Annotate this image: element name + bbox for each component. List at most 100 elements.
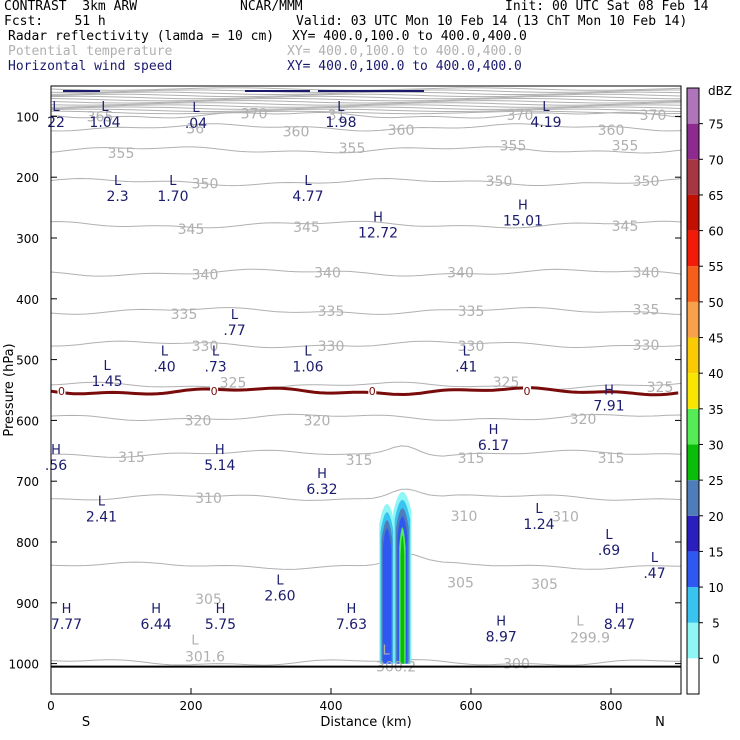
wind-extremum-marker: L — [161, 344, 169, 359]
colorbar-swatch — [687, 551, 699, 588]
isentrope-line-top — [50, 95, 682, 100]
colorbar-swatch — [687, 88, 699, 124]
isentrope-line-top — [50, 108, 682, 112]
zero-contour-label: 0 — [369, 385, 376, 398]
colorbar-label: 65 — [708, 189, 723, 203]
wind-extremum-marker: L — [651, 551, 659, 566]
init-time: Init: 00 UTC Sat 08 Feb 14 — [505, 0, 709, 14]
theta-extremum-value: 299.9 — [570, 630, 610, 646]
isentrope-label: 350 — [192, 176, 219, 192]
isentrope-label: 310 — [552, 509, 579, 525]
colorbar-swatch — [687, 515, 699, 552]
isentrope-label: 305 — [195, 592, 222, 608]
wind-extremum-marker: H — [62, 602, 72, 617]
wind-extremum-value: .73 — [204, 359, 226, 375]
isentrope-line — [50, 413, 682, 422]
isentrope-label: 355 — [108, 146, 135, 162]
colorbar-label: 10 — [708, 581, 723, 595]
wind-extremum-marker: L — [605, 528, 613, 543]
isentrope-label: 335 — [318, 304, 345, 320]
institution-label: NCAR/MMM — [240, 0, 303, 14]
isentrope-label: 300 — [503, 657, 530, 673]
isentrope-line — [50, 381, 682, 390]
x-tick-label: 600 — [460, 699, 483, 713]
isentrope-line-top — [50, 91, 682, 96]
theta-extremum-value: 301.6 — [185, 650, 225, 666]
wind-extremum-value: 2.60 — [264, 589, 295, 605]
wind-extremum-marker: L — [337, 100, 345, 115]
y-tick-label: 700 — [16, 475, 39, 489]
wind-extremum-value: 4.77 — [292, 189, 323, 205]
wind-extremum-value: 6.32 — [306, 482, 337, 498]
isentrope-label: 320 — [185, 413, 212, 429]
isentrope-label: 305 — [447, 576, 474, 592]
wind-extremum-value: 8.47 — [604, 617, 635, 633]
model-title: CONTRAST 3km ARW — [4, 0, 138, 14]
wind-extremum-value: 15.01 — [503, 213, 543, 229]
y-tick-label: 1000 — [8, 658, 39, 672]
colorbar-label: 25 — [708, 474, 723, 488]
zero-contour-label-bg — [523, 385, 531, 397]
plot-area — [51, 86, 681, 694]
colorbar-label: 20 — [708, 510, 723, 524]
isentrope-line-top — [50, 100, 682, 104]
isentrope-label: 360 — [598, 123, 625, 139]
isentrope-label: 345 — [293, 220, 320, 236]
isentrope-label: 305 — [531, 577, 558, 593]
colorbar-label: 0 — [712, 652, 720, 666]
colorbar-label: 5 — [712, 617, 720, 631]
wind-extremum-marker: L — [52, 100, 60, 115]
colorbar-swatch — [687, 301, 699, 338]
wind-extremum-marker: L — [114, 174, 122, 189]
colorbar-label: 75 — [708, 118, 723, 132]
field2-xy: XY= 400.0,100.0 to 400.0,400.0 — [287, 44, 522, 59]
colorbar-label: 30 — [708, 438, 723, 452]
wind-extremum-value: 7.77 — [51, 617, 82, 633]
wind-extremum-marker: H — [317, 467, 327, 482]
wind-extremum-value: .47 — [643, 566, 665, 582]
field3-name: Horizontal wind speed — [8, 59, 173, 74]
wind-extremum-marker: L — [304, 174, 312, 189]
valid-time: Valid: 03 UTC Mon 10 Feb 14 (13 ChT Mon … — [296, 14, 688, 29]
isentrope-label: 360 — [283, 125, 310, 141]
colorbar-label: 15 — [708, 545, 723, 559]
isentrope-label: 325 — [220, 376, 247, 392]
zero-contour-label-bg — [57, 385, 66, 397]
wind-extremum-marker: H — [604, 383, 614, 398]
wind-extremum-marker: L — [535, 502, 543, 517]
isentrope-line-top — [50, 106, 682, 110]
y-tick-label: 100 — [16, 110, 39, 124]
y-tick-label: 800 — [16, 536, 39, 550]
isentrope-label: 350 — [486, 174, 513, 190]
y-tick-label: 600 — [16, 414, 39, 428]
wind-extremum-value: .69 — [598, 543, 620, 559]
wind-extremum-value: 1.45 — [92, 374, 123, 390]
x-tick-label: 0 — [47, 699, 55, 713]
field1-xy: XY= 400.0,100.0 to 400.0,400.0 — [292, 29, 527, 44]
isentrope-label: 355 — [612, 139, 639, 155]
colorbar-swatch — [687, 587, 699, 623]
x-tick-label: 200 — [180, 699, 203, 713]
field1-name: Radar reflectivity (lamda = 10 cm) — [8, 29, 275, 44]
zero-contour-label: 0 — [524, 385, 531, 398]
isentropes — [50, 111, 682, 666]
reflectivity-cells — [379, 491, 412, 664]
isentrope-line — [50, 659, 682, 666]
wind-extremum-value: 7.63 — [336, 617, 367, 633]
wind-extremum-value: .41 — [455, 359, 477, 375]
reflectivity-shade — [400, 535, 405, 664]
isentrope-label: 340 — [314, 266, 341, 282]
isentrope-label: 370 — [241, 106, 268, 122]
isentrope-line-top — [50, 93, 682, 98]
colorbar-swatch — [687, 266, 699, 302]
isentrope-line-top — [50, 102, 682, 106]
isentrope-label: 31 — [328, 108, 346, 124]
north-label: N — [655, 715, 665, 730]
wind-extremum-value: 1.24 — [523, 517, 554, 533]
isentrope-line-top — [50, 104, 682, 108]
wind-extremum-value: 5.75 — [205, 617, 236, 633]
wind-extremum-marker: H — [489, 423, 499, 438]
y-tick-label: 500 — [16, 354, 39, 368]
isentrope-line — [50, 445, 682, 458]
